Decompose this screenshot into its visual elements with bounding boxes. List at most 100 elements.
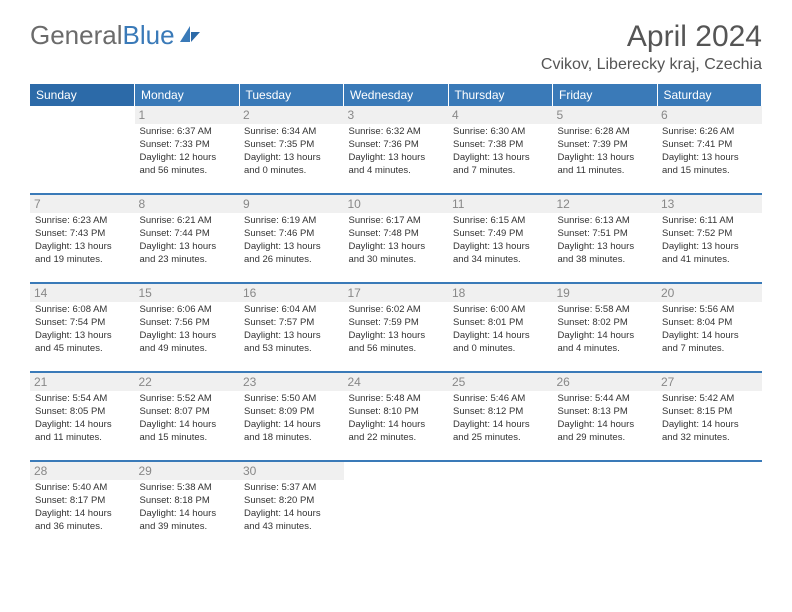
day-detail-line: Sunrise: 6:30 AM <box>453 126 548 139</box>
day-detail-line: Daylight: 13 hours <box>349 330 444 343</box>
day-detail-line: Sunrise: 5:52 AM <box>140 393 235 406</box>
day-detail-line: and 53 minutes. <box>244 343 339 356</box>
day-detail-line: and 56 minutes. <box>140 165 235 178</box>
day-detail-line: and 34 minutes. <box>453 254 548 267</box>
calendar-day-cell <box>553 461 658 549</box>
day-detail-line: Daylight: 13 hours <box>349 241 444 254</box>
day-detail-line: Sunset: 7:38 PM <box>453 139 548 152</box>
day-detail-line: Daylight: 13 hours <box>140 330 235 343</box>
day-detail-line: Daylight: 13 hours <box>558 152 653 165</box>
weekday-header: Tuesday <box>239 84 344 106</box>
calendar-week-row: 1Sunrise: 6:37 AMSunset: 7:33 PMDaylight… <box>30 106 762 194</box>
calendar-day-cell: 9Sunrise: 6:19 AMSunset: 7:46 PMDaylight… <box>239 194 344 283</box>
weekday-header: Friday <box>553 84 658 106</box>
day-detail-line: Daylight: 13 hours <box>453 241 548 254</box>
day-detail-line: and 11 minutes. <box>558 165 653 178</box>
calendar-day-cell: 26Sunrise: 5:44 AMSunset: 8:13 PMDayligh… <box>553 372 658 461</box>
day-detail-line: Sunrise: 6:19 AM <box>244 215 339 228</box>
day-detail-line: and 39 minutes. <box>140 521 235 534</box>
day-number: 16 <box>239 284 344 302</box>
day-detail-line: Sunset: 8:13 PM <box>558 406 653 419</box>
day-detail-line: and 7 minutes. <box>453 165 548 178</box>
logo-sail-icon <box>178 20 202 51</box>
calendar-week-row: 28Sunrise: 5:40 AMSunset: 8:17 PMDayligh… <box>30 461 762 549</box>
calendar-week-row: 7Sunrise: 6:23 AMSunset: 7:43 PMDaylight… <box>30 194 762 283</box>
calendar-day-cell <box>30 106 135 194</box>
day-detail-line: and 7 minutes. <box>662 343 757 356</box>
day-detail-line: Daylight: 13 hours <box>244 330 339 343</box>
day-detail-line: Daylight: 14 hours <box>662 419 757 432</box>
day-detail-line: Sunrise: 6:06 AM <box>140 304 235 317</box>
day-detail-line: Sunrise: 6:32 AM <box>349 126 444 139</box>
title-block: April 2024 Cvikov, Liberecky kraj, Czech… <box>541 20 762 74</box>
calendar-day-cell: 18Sunrise: 6:00 AMSunset: 8:01 PMDayligh… <box>448 283 553 372</box>
day-number: 21 <box>30 373 135 391</box>
weekday-header-row: Sunday Monday Tuesday Wednesday Thursday… <box>30 84 762 106</box>
day-detail-line: and 45 minutes. <box>35 343 130 356</box>
day-detail-line: Daylight: 14 hours <box>558 419 653 432</box>
day-detail-line: and 41 minutes. <box>662 254 757 267</box>
day-detail-line: Sunrise: 5:58 AM <box>558 304 653 317</box>
day-number: 8 <box>135 195 240 213</box>
day-detail-line: Sunset: 8:07 PM <box>140 406 235 419</box>
day-detail-line: and 0 minutes. <box>453 343 548 356</box>
day-detail-line: Sunset: 8:12 PM <box>453 406 548 419</box>
day-detail-line: Sunset: 8:20 PM <box>244 495 339 508</box>
day-number: 3 <box>344 106 449 124</box>
day-detail-line: Daylight: 14 hours <box>349 419 444 432</box>
day-detail-line: Daylight: 13 hours <box>349 152 444 165</box>
day-detail-line: Sunrise: 5:54 AM <box>35 393 130 406</box>
day-detail-line: and 56 minutes. <box>349 343 444 356</box>
day-detail-line: Sunrise: 5:50 AM <box>244 393 339 406</box>
calendar-day-cell: 6Sunrise: 6:26 AMSunset: 7:41 PMDaylight… <box>657 106 762 194</box>
day-number: 28 <box>30 462 135 480</box>
weekday-header: Sunday <box>30 84 135 106</box>
day-detail-line: and 0 minutes. <box>244 165 339 178</box>
calendar-day-cell <box>344 461 449 549</box>
day-detail-line: Sunset: 7:48 PM <box>349 228 444 241</box>
day-number: 6 <box>657 106 762 124</box>
day-detail-line: and 23 minutes. <box>140 254 235 267</box>
calendar-day-cell: 15Sunrise: 6:06 AMSunset: 7:56 PMDayligh… <box>135 283 240 372</box>
calendar-day-cell: 4Sunrise: 6:30 AMSunset: 7:38 PMDaylight… <box>448 106 553 194</box>
day-detail-line: Daylight: 14 hours <box>558 330 653 343</box>
calendar-day-cell: 23Sunrise: 5:50 AMSunset: 8:09 PMDayligh… <box>239 372 344 461</box>
day-detail-line: and 11 minutes. <box>35 432 130 445</box>
weekday-header: Thursday <box>448 84 553 106</box>
day-detail-line: Sunset: 8:18 PM <box>140 495 235 508</box>
logo-text-gray: General <box>30 20 123 51</box>
calendar-day-cell: 21Sunrise: 5:54 AMSunset: 8:05 PMDayligh… <box>30 372 135 461</box>
day-detail-line: Sunrise: 6:26 AM <box>662 126 757 139</box>
day-number: 11 <box>448 195 553 213</box>
day-detail-line: Sunset: 7:56 PM <box>140 317 235 330</box>
calendar-day-cell: 12Sunrise: 6:13 AMSunset: 7:51 PMDayligh… <box>553 194 658 283</box>
day-detail-line: Sunrise: 5:42 AM <box>662 393 757 406</box>
day-detail-line: Sunrise: 6:11 AM <box>662 215 757 228</box>
day-detail-line: Daylight: 13 hours <box>558 241 653 254</box>
day-detail-line: Daylight: 13 hours <box>35 241 130 254</box>
location: Cvikov, Liberecky kraj, Czechia <box>541 56 762 74</box>
day-detail-line: Sunset: 7:49 PM <box>453 228 548 241</box>
day-detail-line: Daylight: 14 hours <box>35 419 130 432</box>
day-detail-line: and 25 minutes. <box>453 432 548 445</box>
day-detail-line: and 49 minutes. <box>140 343 235 356</box>
calendar-day-cell: 24Sunrise: 5:48 AMSunset: 8:10 PMDayligh… <box>344 372 449 461</box>
calendar-day-cell: 25Sunrise: 5:46 AMSunset: 8:12 PMDayligh… <box>448 372 553 461</box>
day-detail-line: and 30 minutes. <box>349 254 444 267</box>
calendar-week-row: 21Sunrise: 5:54 AMSunset: 8:05 PMDayligh… <box>30 372 762 461</box>
day-detail-line: and 18 minutes. <box>244 432 339 445</box>
day-detail-line: Sunrise: 6:23 AM <box>35 215 130 228</box>
day-detail-line: Daylight: 14 hours <box>244 508 339 521</box>
day-detail-line: Daylight: 14 hours <box>35 508 130 521</box>
calendar-day-cell: 13Sunrise: 6:11 AMSunset: 7:52 PMDayligh… <box>657 194 762 283</box>
day-detail-line: Daylight: 14 hours <box>244 419 339 432</box>
day-detail-line: Sunset: 7:41 PM <box>662 139 757 152</box>
day-detail-line: Sunset: 7:43 PM <box>35 228 130 241</box>
day-detail-line: Sunset: 7:54 PM <box>35 317 130 330</box>
day-detail-line: Sunset: 8:04 PM <box>662 317 757 330</box>
calendar-day-cell: 7Sunrise: 6:23 AMSunset: 7:43 PMDaylight… <box>30 194 135 283</box>
day-number: 5 <box>553 106 658 124</box>
calendar-day-cell: 19Sunrise: 5:58 AMSunset: 8:02 PMDayligh… <box>553 283 658 372</box>
day-detail-line: Sunset: 7:35 PM <box>244 139 339 152</box>
day-detail-line: Sunrise: 6:17 AM <box>349 215 444 228</box>
